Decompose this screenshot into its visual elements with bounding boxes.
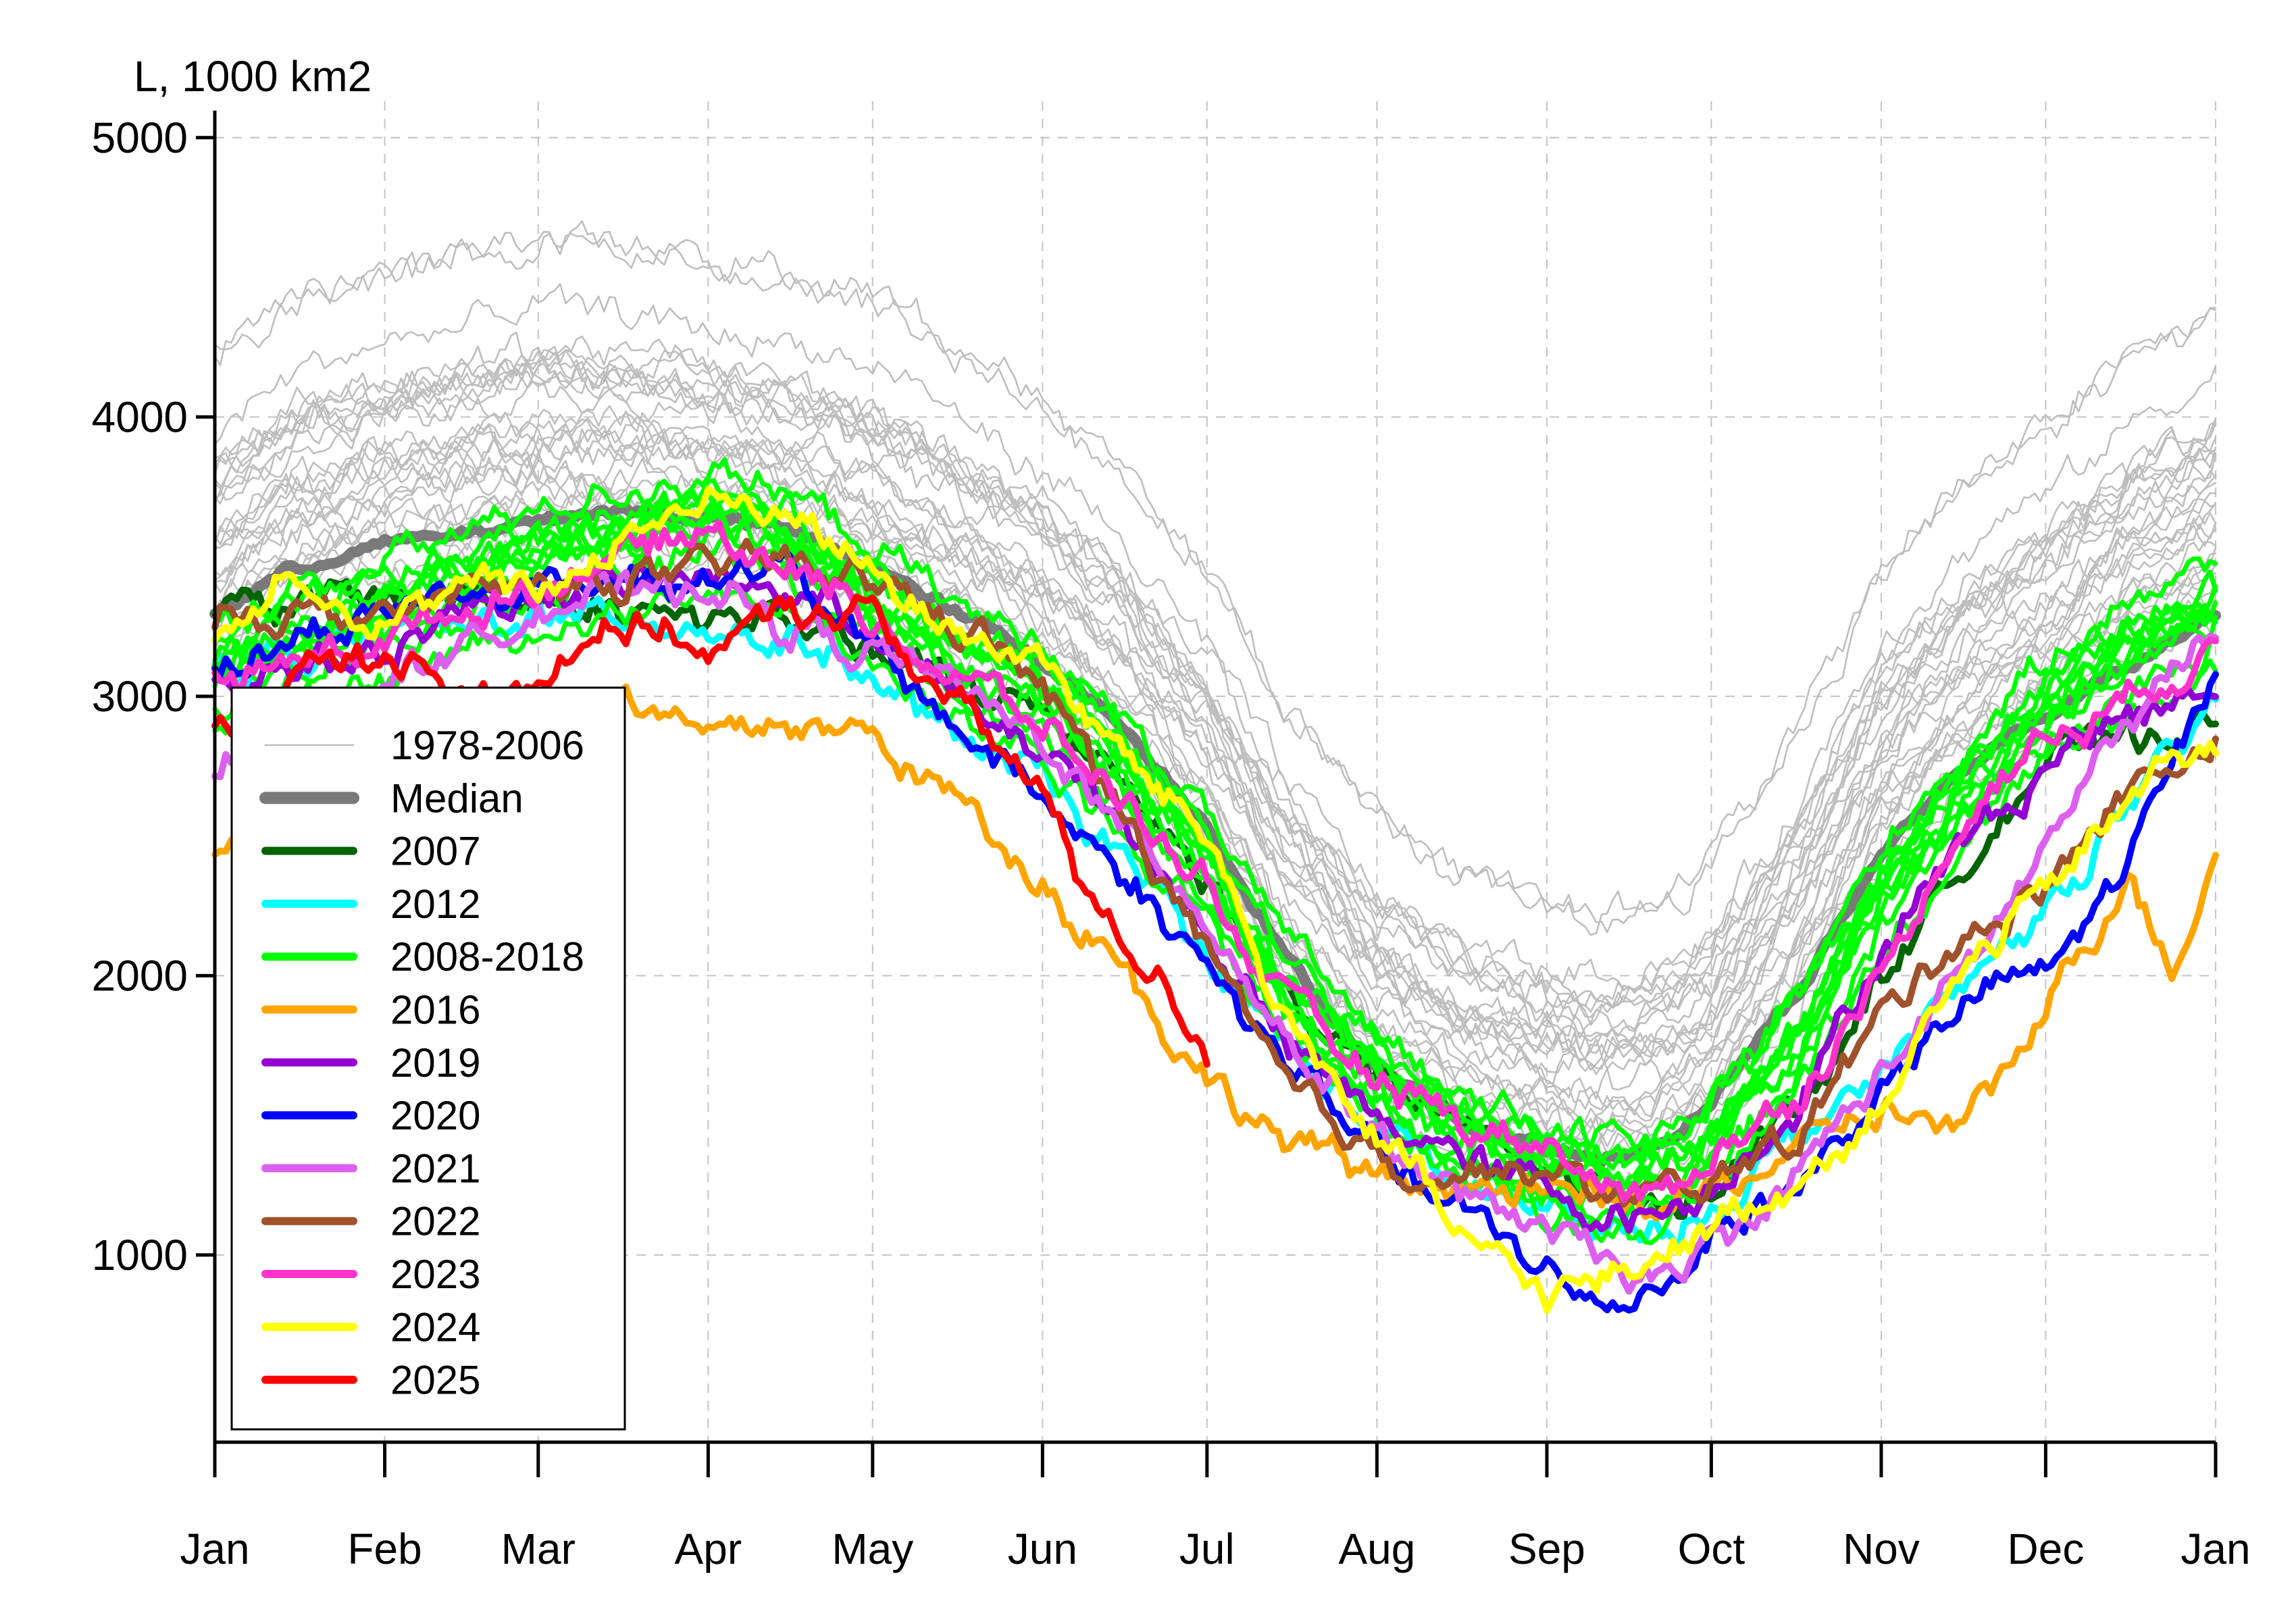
historical-line <box>213 434 2217 1131</box>
series-line-2021 <box>211 565 2219 1295</box>
y-axis-title: L, 1000 km2 <box>134 52 372 101</box>
legend-label: 2008-2018 <box>390 934 584 979</box>
y-tick-label: 5000 <box>92 113 188 162</box>
x-tick-label: Nov <box>1843 1525 1920 1573</box>
historical-line <box>213 416 2217 1100</box>
historical-line <box>213 363 2217 1061</box>
historical-line <box>213 418 2217 1059</box>
x-tick-label: Jul <box>1179 1525 1235 1573</box>
axes: L, 1000 km2 1000 2000 3000 4000 5000 Jan Feb Ma… <box>92 52 2251 1573</box>
x-tick-label: May <box>832 1525 913 1573</box>
historical-line <box>213 345 2217 1020</box>
y-tick-label: 4000 <box>92 392 188 441</box>
historical-line <box>213 365 2217 1039</box>
historical-line <box>213 220 2217 936</box>
legend-label: 2025 <box>390 1358 480 1403</box>
x-tick-label: Mar <box>501 1525 576 1573</box>
legend-label: 2020 <box>390 1093 480 1138</box>
x-tick-label: Jun <box>1008 1525 1077 1573</box>
series-lines <box>209 457 2221 1314</box>
legend-label: 1978-2006 <box>390 723 584 768</box>
legend-label: 2019 <box>390 1040 480 1086</box>
series-line-2020 <box>211 547 2219 1314</box>
series-line-2008-2018 <box>212 457 2218 1150</box>
historical-line <box>213 230 2217 934</box>
historical-line <box>213 362 2217 1023</box>
x-tick-label: Jan <box>180 1525 249 1573</box>
legend-label: 2023 <box>390 1252 480 1297</box>
x-tick-label: Sep <box>1508 1525 1585 1573</box>
historical-line <box>213 355 2217 1009</box>
series-line-2025 <box>211 593 1210 1068</box>
legend-label: 2007 <box>390 829 480 874</box>
series-line-2008-2018 <box>212 490 2218 1179</box>
legend-label: 2012 <box>390 882 480 927</box>
historical-line <box>213 411 2217 1088</box>
y-tick-label: 1000 <box>92 1231 188 1279</box>
historical-line <box>213 405 2217 1058</box>
historical-line <box>213 380 2217 1042</box>
legend-label: 2021 <box>390 1146 480 1191</box>
x-tick-label: Feb <box>347 1525 422 1573</box>
legend-label: Median <box>390 775 524 821</box>
y-tick-label: 3000 <box>92 672 188 721</box>
legend-label: 2024 <box>390 1304 480 1350</box>
x-tick-label: Apr <box>675 1525 742 1573</box>
x-tick-label: Oct <box>1678 1525 1745 1573</box>
legend-label: 2022 <box>390 1199 480 1244</box>
historical-line <box>213 425 2217 1074</box>
legend-label: 2016 <box>390 988 480 1033</box>
historical-line <box>213 458 2217 1110</box>
x-tick-label: Jan <box>2180 1525 2250 1573</box>
historical-line <box>213 419 2217 1063</box>
legend: 1978-2006 Median 2007 2012 2008-2018 2016 2019… <box>230 686 626 1431</box>
series-line-2024 <box>211 485 2219 1314</box>
historical-line <box>213 283 2217 1013</box>
series-line-2023 <box>211 519 2219 1203</box>
x-tick-label: Aug <box>1338 1525 1415 1573</box>
x-tick-label: Dec <box>2008 1525 2085 1573</box>
y-tick-label: 2000 <box>92 951 188 1000</box>
